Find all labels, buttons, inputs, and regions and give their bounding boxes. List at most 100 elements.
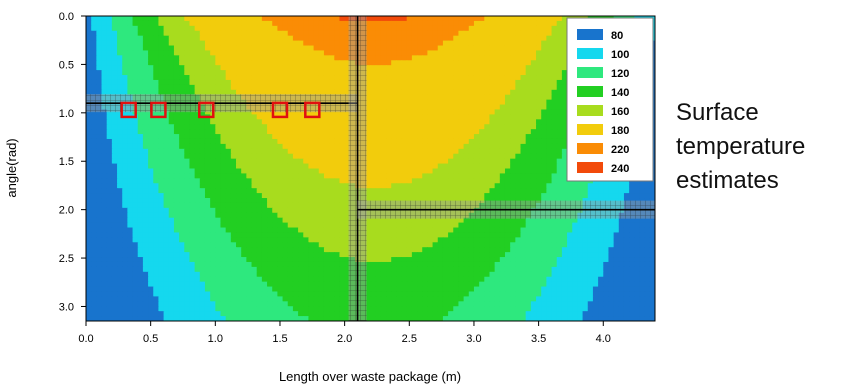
heatmap-cell [391,222,397,229]
heatmap-cell [184,183,191,189]
heatmap-cell [365,124,372,130]
heatmap-cell [282,212,289,219]
heatmap-cell [184,178,191,184]
heatmap-cell [442,173,449,179]
heatmap-cell [592,183,599,189]
heatmap-cell [515,30,522,37]
heatmap-cell [468,84,475,91]
heatmap-cell [225,109,232,115]
heatmap-cell [272,232,278,238]
heatmap-cell [417,134,423,140]
heatmap-cell [417,129,423,135]
heatmap-cell [215,158,222,165]
heatmap-cell [375,222,382,229]
heatmap-cell [117,55,123,61]
heatmap-cell [220,173,227,179]
heatmap-cell [592,217,599,224]
heatmap-cell [308,65,315,71]
heatmap-cell [210,143,216,150]
heatmap-cell [603,217,610,224]
heatmap-cell [189,45,196,52]
heatmap-cell [546,20,553,27]
heatmap-cell [344,212,351,219]
heatmap-cell [261,217,268,224]
heatmap-cell [111,183,118,189]
heatmap-cell [179,16,185,22]
heatmap-cell [127,129,134,135]
heatmap-cell [561,143,568,150]
heatmap-cell [117,114,123,120]
heatmap-cell [546,138,553,145]
heatmap-cell [396,227,403,234]
heatmap-cell [339,124,346,130]
heatmap-cell [204,207,211,214]
heatmap-cell [168,148,175,155]
heatmap-cell [236,84,242,91]
heatmap-cell [236,70,242,76]
heatmap-cell [225,35,232,42]
heatmap-cell [484,70,491,76]
heatmap-cell [375,153,382,160]
heatmap-cell [117,232,123,238]
heatmap-cell [106,138,113,145]
heatmap-cell [111,232,118,238]
heatmap-cell [122,134,128,140]
heatmap-cell [525,84,532,91]
heatmap-cell [334,114,341,120]
heatmap-cell [225,163,232,170]
heatmap-cell [318,138,325,145]
heatmap-cell [401,232,408,238]
heatmap-cell [391,70,397,76]
heatmap-cell [323,129,330,135]
heatmap-cell [106,129,113,135]
heatmap-cell [127,232,134,238]
heatmap-cell [344,30,351,37]
heatmap-cell [422,143,428,150]
heatmap-cell [282,237,289,243]
heatmap-cell [406,232,413,238]
heatmap-cell [432,222,439,229]
heatmap-cell [101,168,108,175]
heatmap-cell [298,212,304,219]
heatmap-cell [448,119,454,125]
heatmap-cell [173,114,180,120]
heatmap-cell [401,75,408,81]
heatmap-cell [417,109,423,115]
heatmap-cell [132,198,139,204]
heatmap-cell [168,168,175,175]
heatmap-cell [96,119,103,125]
heatmap-cell [220,168,227,175]
heatmap-cell [536,35,542,42]
heatmap-cell [148,237,154,243]
heatmap-cell [463,25,470,32]
heatmap-cell [525,173,532,179]
heatmap-cell [556,183,563,189]
heatmap-cell [179,84,185,91]
heatmap-cell [204,227,211,234]
heatmap-cell [292,114,299,120]
heatmap-cell [277,168,284,175]
heatmap-cell [468,148,475,155]
heatmap-cell [261,25,268,32]
heatmap-cell [551,119,558,125]
heatmap-cell [163,84,170,91]
heatmap-cell [386,183,392,189]
heatmap-cell [282,45,289,52]
heatmap-cell [173,188,180,194]
heatmap-cell [137,212,144,219]
heatmap-cell [391,109,397,115]
heatmap-cell [520,94,527,101]
heatmap-cell [173,84,180,91]
heatmap-cell [148,158,154,165]
heatmap-cell [158,207,165,214]
heatmap-cell [308,20,315,27]
heatmap-cell [184,202,191,209]
heatmap-cell [251,227,258,234]
heatmap-cell [106,84,113,91]
heatmap-cell [401,163,408,170]
heatmap-cell [386,89,392,96]
heatmap-cell [598,188,604,194]
heatmap-cell [308,217,315,224]
heatmap-cell [111,65,118,71]
heatmap-cell [411,60,418,66]
